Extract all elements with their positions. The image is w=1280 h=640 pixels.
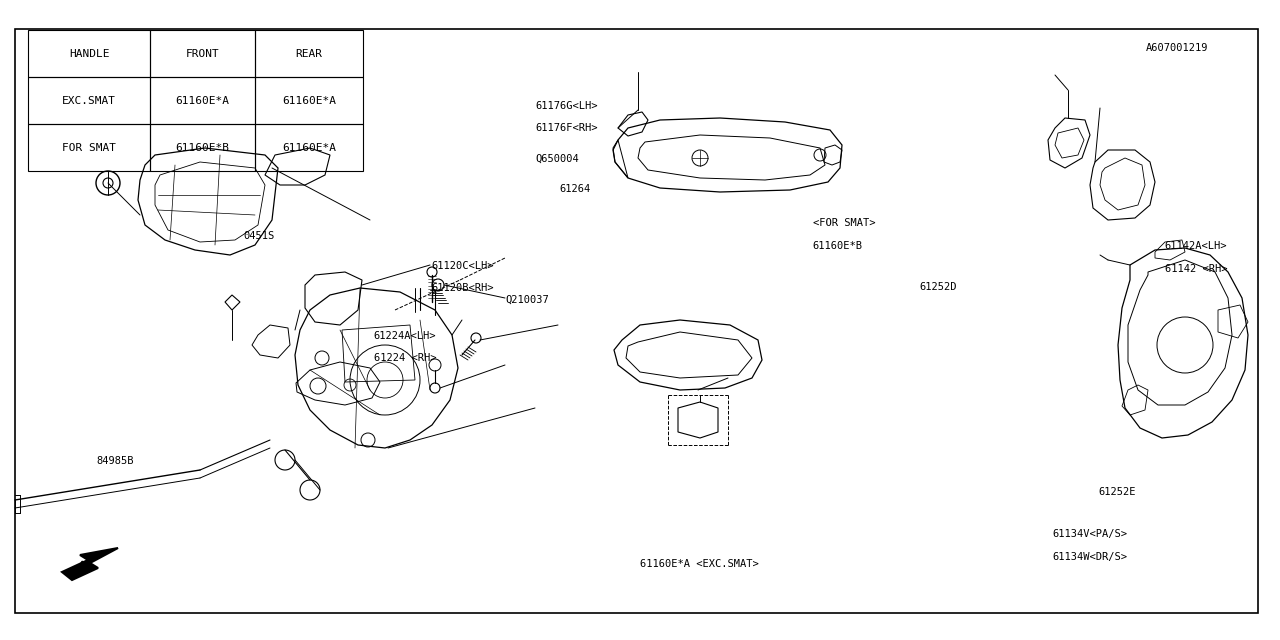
Text: 61176G<LH>: 61176G<LH>	[535, 100, 598, 111]
Text: HANDLE: HANDLE	[69, 49, 109, 58]
Text: 61142A<LH>: 61142A<LH>	[1165, 241, 1228, 252]
Text: REAR: REAR	[296, 49, 323, 58]
Text: 61160E*B: 61160E*B	[175, 143, 229, 152]
Bar	[28, 124, 150, 171]
Text: 0451S: 0451S	[243, 230, 274, 241]
Bar	[28, 30, 150, 77]
Text: 61224 <RH>: 61224 <RH>	[374, 353, 436, 364]
Text: 61160E*A: 61160E*A	[175, 95, 229, 106]
Text: 61176F<RH>: 61176F<RH>	[535, 123, 598, 133]
Text: 61224A<LH>: 61224A<LH>	[374, 331, 436, 341]
Text: 61120B<RH>: 61120B<RH>	[431, 283, 494, 293]
Text: 61160E*A <EXC.SMAT>: 61160E*A <EXC.SMAT>	[640, 559, 759, 570]
Polygon shape	[61, 548, 118, 580]
Text: FOR SMAT: FOR SMAT	[61, 143, 116, 152]
Text: A607001219: A607001219	[1146, 43, 1208, 53]
Text: 61264: 61264	[559, 184, 590, 194]
Text: FRONT: FRONT	[186, 49, 219, 58]
Bar	[28, 77, 150, 124]
Text: 61120C<LH>: 61120C<LH>	[431, 260, 494, 271]
Text: 61134V<PA/S>: 61134V<PA/S>	[1052, 529, 1128, 540]
Text: 61142 <RH>: 61142 <RH>	[1165, 264, 1228, 274]
Text: Q650004: Q650004	[535, 154, 579, 164]
Text: Q210037: Q210037	[506, 294, 549, 305]
Text: 84985B: 84985B	[96, 456, 133, 466]
Text: 61160E*B: 61160E*B	[813, 241, 863, 252]
Text: 61134W<DR/S>: 61134W<DR/S>	[1052, 552, 1128, 562]
Bar	[255, 30, 364, 77]
Bar	[150, 30, 255, 77]
Text: 61160E*A: 61160E*A	[282, 95, 337, 106]
Text: 61252E: 61252E	[1098, 486, 1135, 497]
Bar	[150, 77, 255, 124]
Bar	[255, 124, 364, 171]
Bar	[150, 124, 255, 171]
Text: EXC.SMAT: EXC.SMAT	[61, 95, 116, 106]
Text: 61252D: 61252D	[919, 282, 956, 292]
Text: <FOR SMAT>: <FOR SMAT>	[813, 218, 876, 228]
Bar	[255, 77, 364, 124]
Text: 61160E*A: 61160E*A	[282, 143, 337, 152]
